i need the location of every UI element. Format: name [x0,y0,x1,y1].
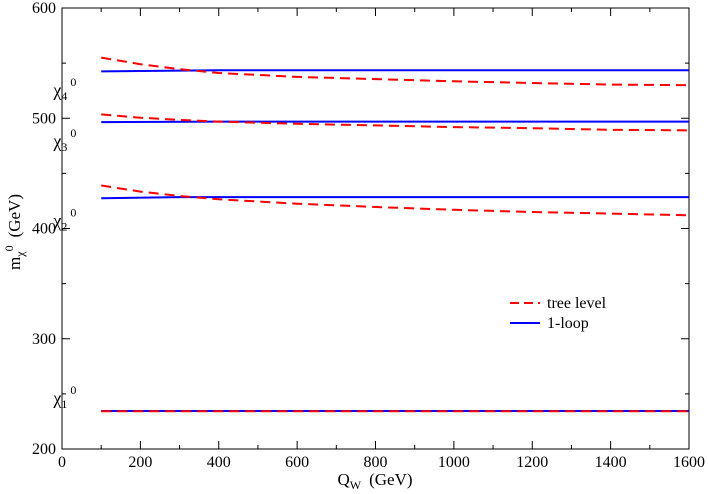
neutralino-label-sub: 4 [61,89,67,103]
x-tick-label: 200 [128,454,152,471]
tree-level-line-3 [101,113,690,132]
legend-label-tree-level: tree level [547,295,607,312]
neutralino-label-sub: 1 [61,397,67,411]
neutralino-label-sup: 0 [70,383,76,397]
x-tick-label: 1600 [673,454,705,471]
tree-level-line-1 [101,56,690,87]
y-tick-label: 300 [32,331,56,348]
neutralino-label-2: χ20 [52,205,76,233]
x-axis-title: QW (GeV) [337,470,412,492]
y-axis-title-main: m [5,257,24,270]
one-loop-line-0 [101,69,689,73]
tree-level-line-5 [101,184,690,217]
neutralino-label-sup: 0 [70,126,76,140]
legend: tree level 1-loop [510,295,607,332]
y-tick-label: 600 [32,0,56,17]
one-loop-line-4 [101,196,689,200]
one-loop-line-2 [101,120,689,124]
neutralino-label-sub: 3 [61,140,67,154]
y-tick-label: 500 [32,110,56,127]
legend-label-1-loop: 1-loop [547,315,589,332]
plot-frame [61,7,690,450]
y-axis-title-sup: 0 [2,245,16,251]
y-axis-title: mχ0 (GeV) [2,194,27,270]
x-tick-label: 600 [285,454,309,471]
y-tick-label: 400 [32,221,56,238]
x-axis-title-sub: W [350,478,362,492]
neutralino-label-main: χ [52,210,61,230]
neutralino-label-main: χ [52,80,61,100]
neutralino-label-main: χ [52,131,61,151]
x-tick-label: 800 [364,454,388,471]
axis-ticks: 0 200 400 600 800 1000 1200 1400 160020030040050… [32,0,705,471]
y-tick-label: 200 [32,441,56,458]
neutralino-label-4: χ40 [52,75,76,103]
y-axis-title-sub: χ [13,251,27,258]
neutralino-label-sub: 2 [61,219,67,233]
neutralino-label-sup: 0 [70,205,76,219]
x-tick-label: 0 [58,454,66,471]
x-axis-title-unit: (GeV) [369,470,412,489]
x-tick-label: 1000 [438,454,470,471]
neutralino-label-1: χ10 [52,383,76,411]
y-axis-title-unit: (GeV) [5,194,24,237]
x-tick-label: 400 [207,454,231,471]
x-tick-label: 1200 [516,454,548,471]
neutralino-label-sup: 0 [70,75,76,89]
neutralino-label-main: χ [52,388,61,408]
series-layer [101,56,690,413]
neutralino-label-3: χ30 [52,126,76,154]
x-tick-label: 1400 [595,454,627,471]
x-axis-title-main: Q [337,470,349,489]
